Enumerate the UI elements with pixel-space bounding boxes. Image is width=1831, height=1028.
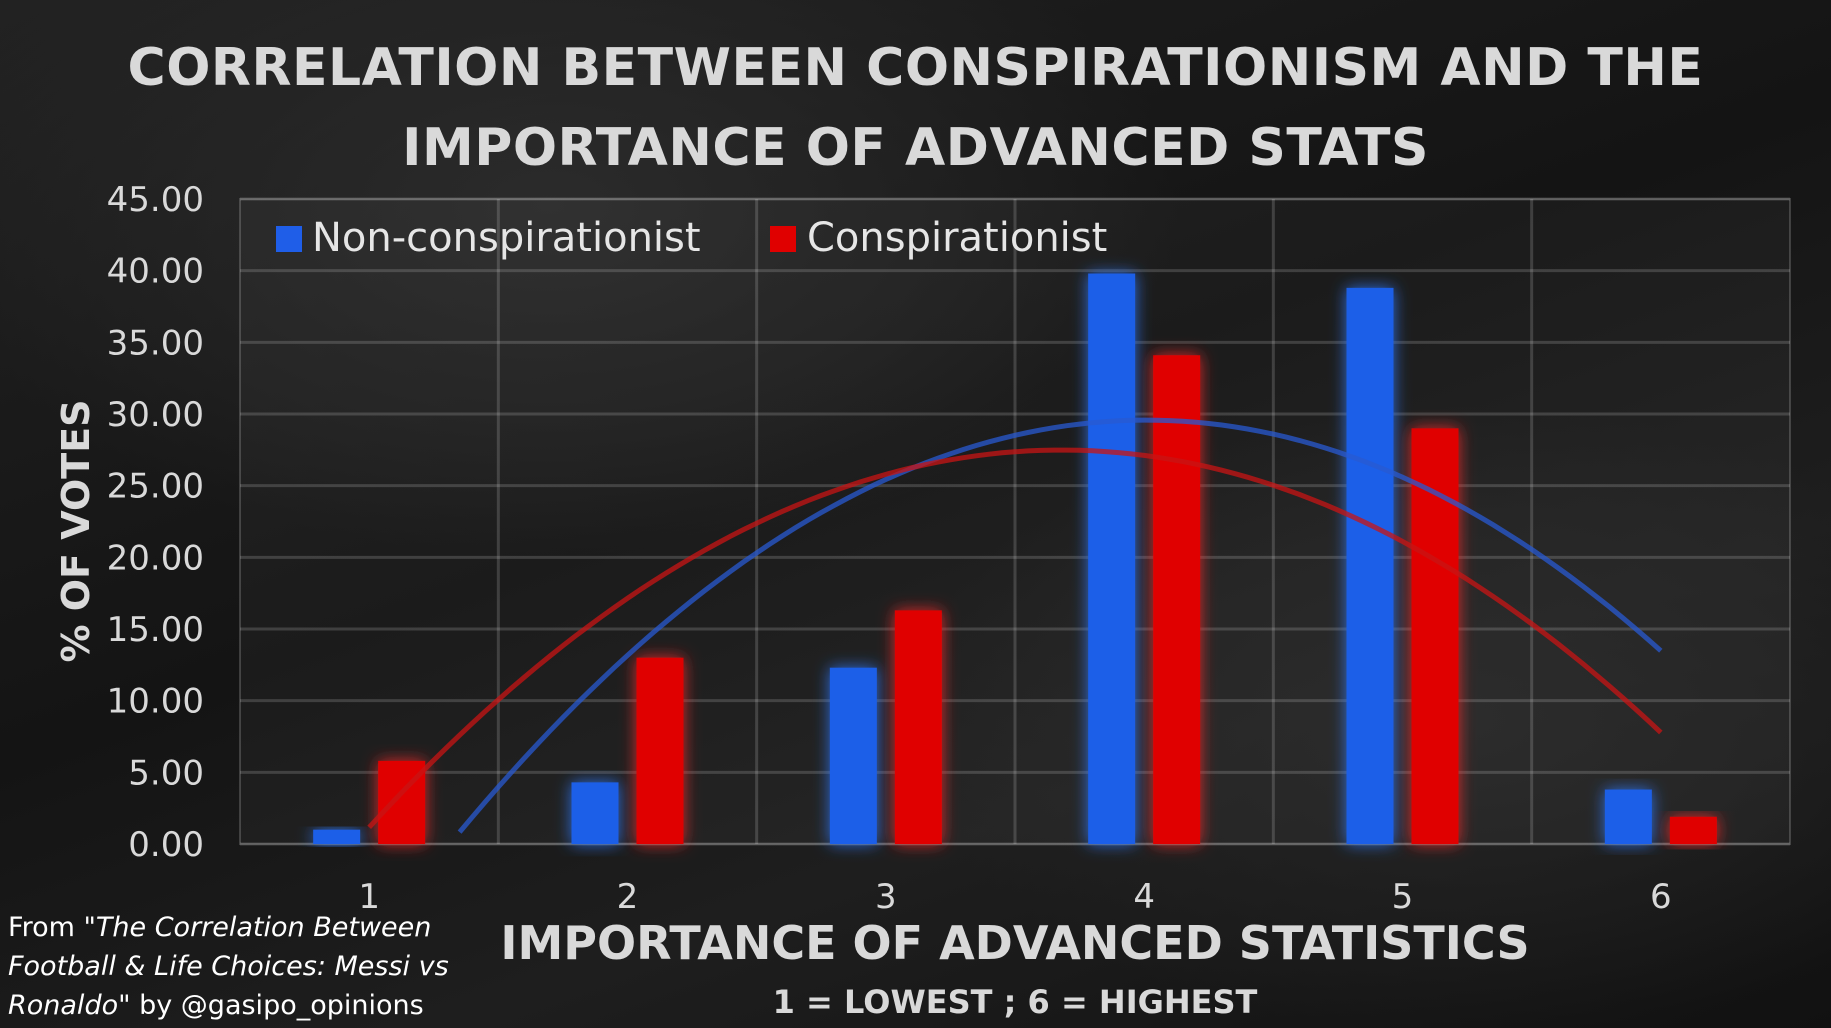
legend-swatch-conspirationist xyxy=(770,226,796,252)
y-tick-label: 10.00 xyxy=(107,682,204,722)
y-axis-ticks: 0.00 5.00 10.00 15.00 20.00 25.00 30.00 35.00 40… xyxy=(107,180,204,865)
chart-title: CORRELATION BETWEEN CONSPIRATIONISM AND … xyxy=(0,28,1831,188)
bar-conspirationist-4 xyxy=(1153,355,1201,844)
legend-swatch-non-conspirationist xyxy=(276,226,302,252)
legend: Non-conspirationist Conspirationist xyxy=(276,215,1107,261)
source-title: The Correlation Between Football & Life … xyxy=(8,912,449,1021)
bar-non-conspirationist-2 xyxy=(571,782,619,844)
source-prefix: From " xyxy=(8,912,96,943)
x-tick-label: 6 xyxy=(1650,877,1672,917)
x-tick-label: 3 xyxy=(875,877,897,917)
chart-title-line-1: CORRELATION BETWEEN CONSPIRATIONISM AND … xyxy=(127,38,1704,98)
legend-label-non-conspirationist: Non-conspirationist xyxy=(312,215,701,261)
legend-label-conspirationist: Conspirationist xyxy=(807,215,1107,261)
y-tick-label: 40.00 xyxy=(107,252,204,292)
y-axis-label: % OF VOTES xyxy=(54,399,98,662)
x-tick-label: 2 xyxy=(617,877,639,917)
x-tick-label: 1 xyxy=(358,877,380,917)
y-tick-label: 35.00 xyxy=(107,323,204,363)
y-tick-label: 30.00 xyxy=(107,395,204,435)
bar-conspirationist-6 xyxy=(1669,816,1717,844)
x-axis-sublabel: 1 = LOWEST ; 6 = HIGHEST xyxy=(773,983,1258,1021)
plot-area xyxy=(239,198,1791,845)
y-tick-label: 25.00 xyxy=(107,467,204,507)
x-tick-label: 5 xyxy=(1392,877,1414,917)
trendlines xyxy=(367,417,1663,834)
bar-non-conspirationist-6 xyxy=(1604,789,1652,844)
y-tick-label: 0.00 xyxy=(128,825,204,865)
bar-non-conspirationist-3 xyxy=(829,667,877,844)
trendline-conspirationist xyxy=(367,447,1663,829)
bar-non-conspirationist-5 xyxy=(1346,287,1394,844)
bars xyxy=(313,273,1717,844)
y-tick-label: 20.00 xyxy=(107,538,204,578)
source-note: From "The Correlation Between Football &… xyxy=(8,908,468,1025)
y-tick-label: 5.00 xyxy=(128,753,204,793)
y-tick-label: 15.00 xyxy=(107,610,204,650)
x-axis-ticks: 1 2 3 4 5 6 xyxy=(358,877,1671,917)
bar-non-conspirationist-1 xyxy=(313,829,361,844)
chart-title-line-2: IMPORTANCE OF ADVANCED STATS xyxy=(402,118,1429,178)
bar-non-conspirationist-4 xyxy=(1088,273,1136,844)
bar-conspirationist-2 xyxy=(636,657,684,844)
bar-conspirationist-5 xyxy=(1411,428,1459,844)
source-suffix: " by @gasipo_opinions xyxy=(118,990,424,1021)
bar-conspirationist-3 xyxy=(894,610,942,844)
y-tick-label: 45.00 xyxy=(107,180,204,220)
x-tick-label: 4 xyxy=(1133,877,1155,917)
x-axis-label: IMPORTANCE OF ADVANCED STATISTICS xyxy=(500,916,1529,970)
trendline-non-conspirationist xyxy=(457,417,1663,834)
